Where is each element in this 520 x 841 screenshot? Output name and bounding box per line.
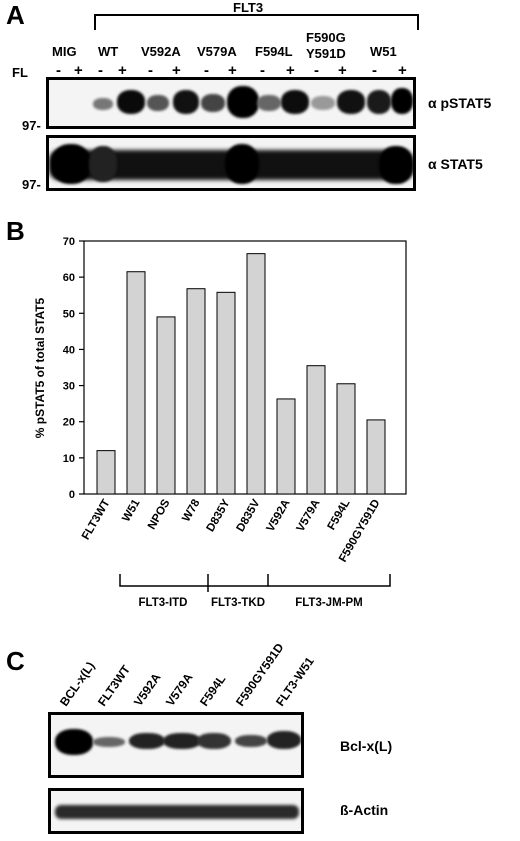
bar-f594l xyxy=(337,384,355,494)
blot-band xyxy=(379,146,413,184)
blot-band xyxy=(337,90,365,114)
blot-band xyxy=(225,144,259,184)
bar-f590gy591d xyxy=(367,420,385,494)
antibody-label-pstat5: α pSTAT5 xyxy=(428,95,491,111)
y-tick-label: 50 xyxy=(63,308,75,320)
blot-band xyxy=(89,146,117,182)
lane-label-c: F594L xyxy=(197,672,228,708)
blot-band xyxy=(197,733,231,749)
lane-label-c: V579A xyxy=(163,670,196,708)
x-tick-label: W51 xyxy=(120,497,143,524)
blot-band xyxy=(235,735,267,747)
group-label-tkd: FLT3-TKD xyxy=(211,597,265,609)
y-tick-label: 60 xyxy=(63,272,75,284)
actin-blot xyxy=(48,788,304,834)
bar-chart: 0 10 20 30 40 50 60 70 FLT3WT W51 NPOS W78 D835Y D83… xyxy=(0,220,520,620)
y-tick-label: 20 xyxy=(63,417,75,429)
bclxl-blot xyxy=(48,712,304,778)
bar-d835y xyxy=(217,292,235,494)
flt3-group-label: FLT3 xyxy=(233,0,263,15)
lane-label-mig: MIG xyxy=(52,44,77,59)
blot-band xyxy=(117,90,145,114)
y-tick-label: 40 xyxy=(63,344,75,356)
blot-band xyxy=(93,98,113,110)
bar-w78 xyxy=(187,289,205,494)
y-tick-label: 30 xyxy=(63,381,75,393)
x-tick-label: F594L xyxy=(326,498,353,533)
x-tick-label: D835V xyxy=(235,497,263,534)
antibody-label-bclxl: Bcl-x(L) xyxy=(340,738,392,754)
bar-flt3wt xyxy=(97,451,115,494)
blot-band xyxy=(281,90,309,114)
fl-label: FL xyxy=(12,65,28,80)
lane-label-wt: WT xyxy=(98,44,118,59)
x-tick-label: V592A xyxy=(265,498,293,534)
lane-label-v579a: V579A xyxy=(197,44,237,59)
y-axis: 0 10 20 30 40 50 60 70 xyxy=(63,236,84,501)
lane-label-v592a: V592A xyxy=(141,44,181,59)
group-label-itd: FLT3-ITD xyxy=(139,597,188,609)
lane-labels-c: BCL-x(L) FLT3WT V592A V579A F594L F590GY… xyxy=(0,612,520,712)
bracket-tkd xyxy=(208,574,268,586)
antibody-label-stat5: α STAT5 xyxy=(428,156,483,172)
x-tick-label: FLT3WT xyxy=(80,498,113,543)
blot-band xyxy=(163,733,201,749)
blot-band xyxy=(55,805,299,819)
lane-label-c: FLT3WT xyxy=(95,662,133,709)
group-label-jmpm: FLT3-JM-PM xyxy=(295,597,363,609)
bars xyxy=(97,254,385,494)
bar-npos xyxy=(157,317,175,494)
y-axis-label: % pSTAT5 of total STAT5 xyxy=(33,297,47,438)
bracket-itd xyxy=(120,574,208,586)
bar-d835v xyxy=(247,254,265,494)
blot-band xyxy=(147,95,169,111)
blot-band xyxy=(129,733,165,749)
blot-band xyxy=(227,86,259,118)
lane-label-w51: W51 xyxy=(370,44,397,59)
blot-band xyxy=(267,731,301,749)
panel-a-letter: A xyxy=(6,0,25,31)
flt3-bracket xyxy=(94,14,419,30)
blot-band xyxy=(367,90,391,114)
lane-label-f594l: F594L xyxy=(255,44,293,59)
pstat5-blot xyxy=(46,77,416,129)
antibody-label-actin: ß-Actin xyxy=(340,802,388,818)
lane-label-c: FLT3-W51 xyxy=(273,654,317,709)
mw-marker-bottom: 97- xyxy=(22,177,41,192)
x-tick-label: NPOS xyxy=(146,497,173,532)
bracket-jmpm xyxy=(268,574,390,586)
y-tick-label: 10 xyxy=(63,453,75,465)
blot-band xyxy=(311,96,335,110)
mw-marker-top: 97- xyxy=(22,118,41,133)
lane-label-c: V592A xyxy=(131,670,164,708)
lane-label-f590g: F590G xyxy=(306,30,346,45)
blot-band xyxy=(93,737,125,747)
y-tick-label: 0 xyxy=(69,489,75,501)
group-brackets xyxy=(120,574,390,592)
x-tick-labels: FLT3WT W51 NPOS W78 D835Y D835V V592A V579A F594… xyxy=(80,497,383,564)
bar-v592a xyxy=(277,399,295,494)
y-tick-label: 70 xyxy=(63,236,75,248)
x-tick-label: V579A xyxy=(295,498,323,534)
blot-band xyxy=(51,144,91,184)
blot-band xyxy=(391,88,413,114)
blot-band xyxy=(173,90,199,114)
bar-v579a xyxy=(307,366,325,494)
stat5-blot xyxy=(46,135,416,191)
x-tick-label: W78 xyxy=(180,497,203,524)
blot-band xyxy=(55,729,93,755)
blot-band xyxy=(201,94,225,112)
bar-w51 xyxy=(127,272,145,494)
lane-label-y591d: Y591D xyxy=(306,46,346,61)
x-tick-label: D835Y xyxy=(205,497,233,534)
blot-band xyxy=(257,95,281,111)
lane-label-c: BCL-x(L) xyxy=(57,659,98,709)
